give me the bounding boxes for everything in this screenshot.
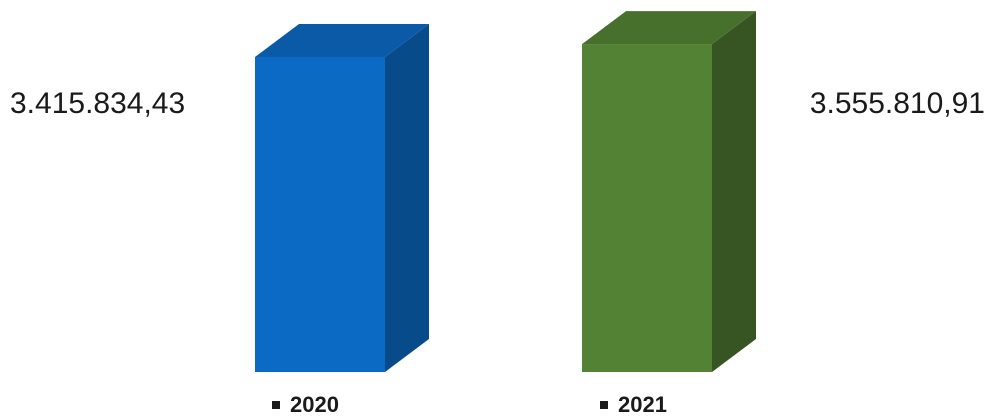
bar-2021: [582, 44, 712, 372]
data-label-2021: 3.555.810,91: [810, 87, 985, 120]
bar-top-2020: [255, 23, 429, 57]
data-label-2020: 3.415.834,43: [10, 87, 185, 120]
legend-marker-2020: [272, 401, 280, 409]
bar-side-2021: [712, 11, 756, 372]
bar-top-2021: [582, 11, 756, 45]
legend-label-2021: 2021: [618, 392, 667, 417]
bar-2020: [255, 56, 385, 372]
bar-side-2020: [385, 23, 429, 372]
legend-label-2020: 2020: [290, 392, 339, 417]
legend: 2020 2021: [272, 392, 667, 417]
bars-group: [255, 11, 756, 372]
legend-marker-2021: [600, 401, 608, 409]
